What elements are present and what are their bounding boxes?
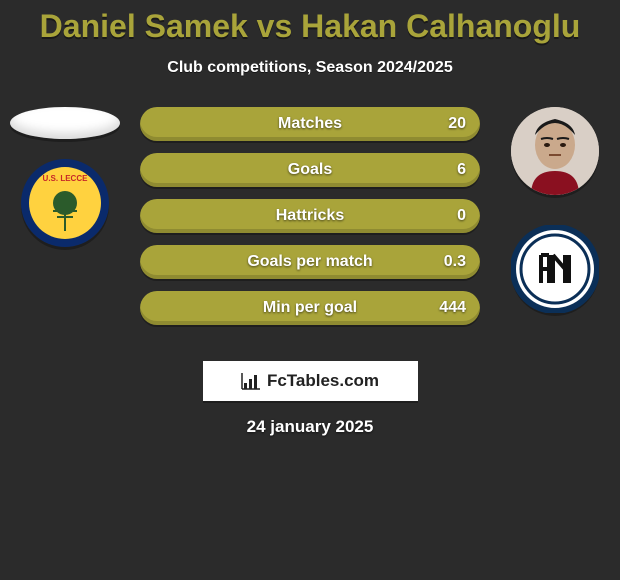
brand-chart-icon (241, 372, 261, 390)
page-title: Daniel Samek vs Hakan Calhanoglu (0, 0, 620, 45)
stat-label: Goals (288, 161, 332, 179)
comparison-content: U.S. LECCE Matches 20 Goals 6 Hattricks 0 Goal… (0, 107, 620, 347)
stat-bar: Min per goal 444 (140, 291, 480, 325)
left-column: U.S. LECCE (0, 107, 130, 247)
brand-text: FcTables.com (267, 371, 379, 391)
title-vs: vs (257, 8, 293, 44)
stat-bar: Matches 20 (140, 107, 480, 141)
stat-value-right: 0 (457, 207, 466, 225)
stat-value-right: 444 (439, 299, 466, 317)
stat-bars: Matches 20 Goals 6 Hattricks 0 Goals per match… (140, 107, 480, 337)
stat-bar: Goals per match 0.3 (140, 245, 480, 279)
title-player2: Hakan Calhanoglu (301, 8, 580, 44)
title-player1: Daniel Samek (40, 8, 248, 44)
stat-value-right: 20 (448, 115, 466, 133)
stat-value-right: 0.3 (444, 253, 466, 271)
brand-box: FcTables.com (203, 361, 418, 401)
stat-label: Min per goal (263, 299, 357, 317)
crest-text: U.S. LECCE (43, 174, 89, 183)
player2-club-crest (511, 225, 599, 313)
player2-photo (511, 107, 599, 195)
subtitle: Club competitions, Season 2024/2025 (0, 59, 620, 77)
stat-bar: Goals 6 (140, 153, 480, 187)
stat-label: Goals per match (247, 253, 372, 271)
stat-label: Hattricks (276, 207, 344, 225)
stat-value-right: 6 (457, 161, 466, 179)
player1-photo-placeholder (10, 107, 120, 139)
player1-club-crest: U.S. LECCE (21, 159, 109, 247)
stat-bar: Hattricks 0 (140, 199, 480, 233)
stat-label: Matches (278, 115, 342, 133)
right-column (490, 107, 620, 313)
date-text: 24 january 2025 (0, 417, 620, 437)
